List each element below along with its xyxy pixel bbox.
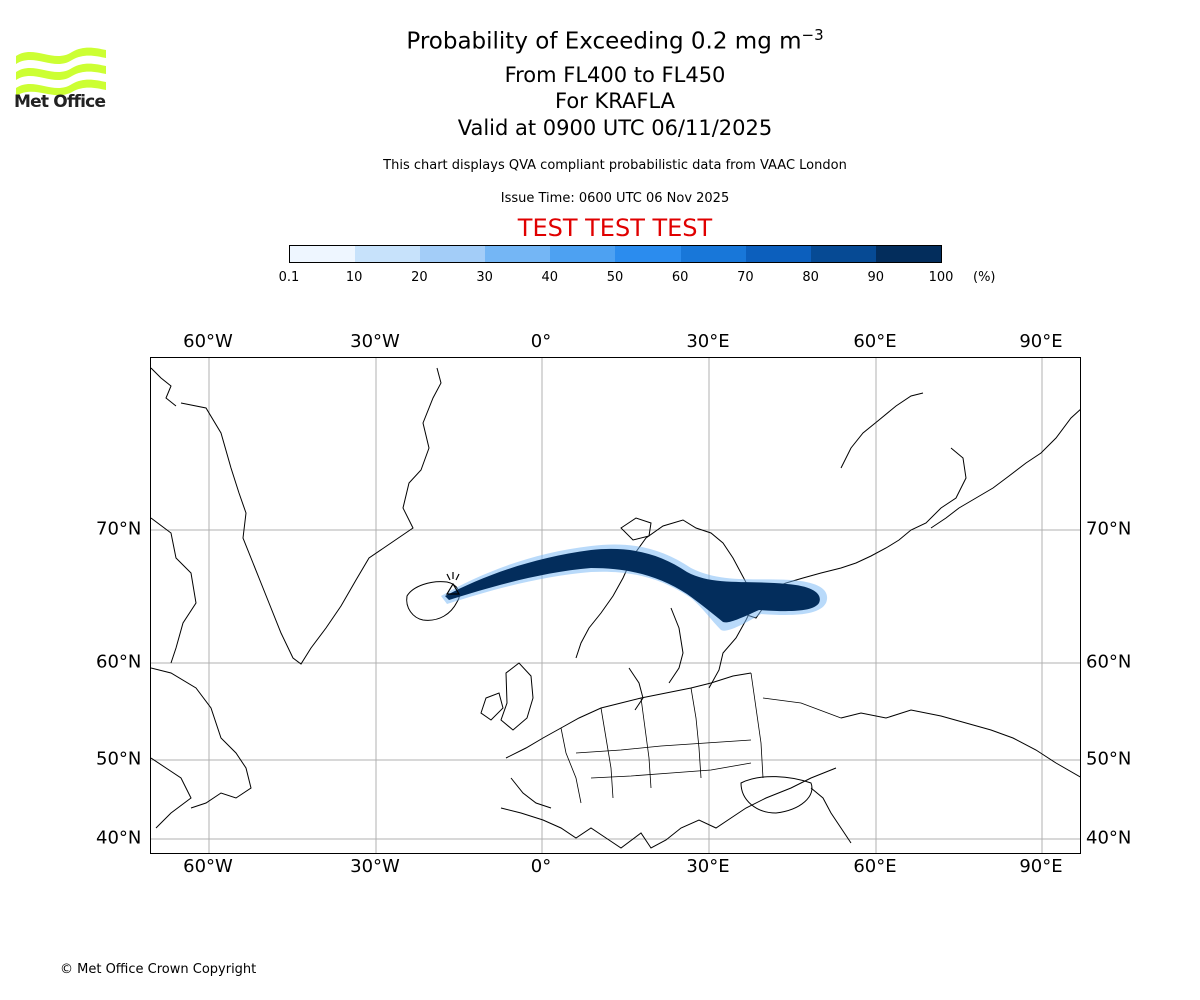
colorbar-tick-label: 10 <box>345 270 363 285</box>
colorbar-tick-label: 40 <box>541 270 559 285</box>
latitude-label: 40°N <box>96 827 142 849</box>
longitude-label: 60°E <box>853 856 897 877</box>
longitude-label: 90°E <box>1019 856 1063 877</box>
issue-time: Issue Time: 0600 UTC 06 Nov 2025 <box>500 191 730 206</box>
coastlines <box>151 367 1080 849</box>
longitude-label: 30°E <box>686 856 730 877</box>
copyright: © Met Office Crown Copyright <box>60 962 257 977</box>
map-svg <box>151 358 1080 853</box>
colorbar-segment <box>420 246 486 262</box>
colorbar-segment <box>355 246 421 262</box>
colorbar-segment <box>615 246 681 262</box>
colorbar-segment <box>680 246 746 262</box>
ash-plume <box>441 544 828 631</box>
chart-subtitle: This chart displays QVA compliant probab… <box>383 158 847 173</box>
colorbar-segment <box>290 246 356 262</box>
colorbar-segment <box>875 246 941 262</box>
test-banner: TEST TEST TEST <box>517 214 713 242</box>
colorbar-tick-label: 80 <box>802 270 819 285</box>
latitude-label: 70°N <box>1086 518 1132 540</box>
longitude-label: 60°W <box>183 331 233 352</box>
longitude-label: 30°W <box>350 331 400 352</box>
latitude-label: 50°N <box>1086 748 1132 770</box>
colorbar-tick-label: 100 <box>928 270 954 285</box>
valid-time: Valid at 0900 UTC 06/11/2025 <box>457 116 773 140</box>
colorbar-tick-label: 90 <box>867 270 885 285</box>
colorbar-unit: (%) <box>973 270 996 285</box>
colorbar-segment <box>550 246 616 262</box>
colorbar-tick-label: 30 <box>476 270 493 285</box>
colorbar-tick-label: 50 <box>606 270 624 285</box>
colorbar-tick-label: 60 <box>671 270 689 285</box>
latitude-label: 50°N <box>96 748 142 770</box>
colorbar-tick-label: 20 <box>411 270 428 285</box>
map-area <box>150 357 1081 854</box>
met-office-logo-icon <box>16 47 106 96</box>
longitude-label: 30°E <box>686 331 730 352</box>
latitude-label: 60°N <box>1086 651 1132 673</box>
colorbar-tick-label: 70 <box>737 270 754 285</box>
latitude-label: 70°N <box>96 518 142 540</box>
longitude-label: 0° <box>530 856 552 877</box>
colorbar-segment <box>810 246 876 262</box>
longitude-label: 0° <box>530 331 552 352</box>
latitude-label: 40°N <box>1086 827 1132 849</box>
longitude-label: 60°W <box>183 856 233 877</box>
longitude-label: 30°W <box>350 856 400 877</box>
latitude-label: 60°N <box>96 651 142 673</box>
logo-text: Met Office <box>14 92 106 112</box>
colorbar-tick-label: 0.1 <box>278 270 300 285</box>
colorbar-segment <box>745 246 811 262</box>
longitude-label: 90°E <box>1019 331 1063 352</box>
longitude-label: 60°E <box>853 331 897 352</box>
chart-title: Probability of Exceeding 0.2 mg m−3 <box>406 26 824 55</box>
volcano-marker-icon <box>445 572 461 595</box>
flight-level-range: From FL400 to FL450 <box>504 63 726 87</box>
colorbar-segment <box>485 246 551 262</box>
probability-colorbar <box>289 245 942 263</box>
volcano-name: For KRAFLA <box>555 89 675 113</box>
